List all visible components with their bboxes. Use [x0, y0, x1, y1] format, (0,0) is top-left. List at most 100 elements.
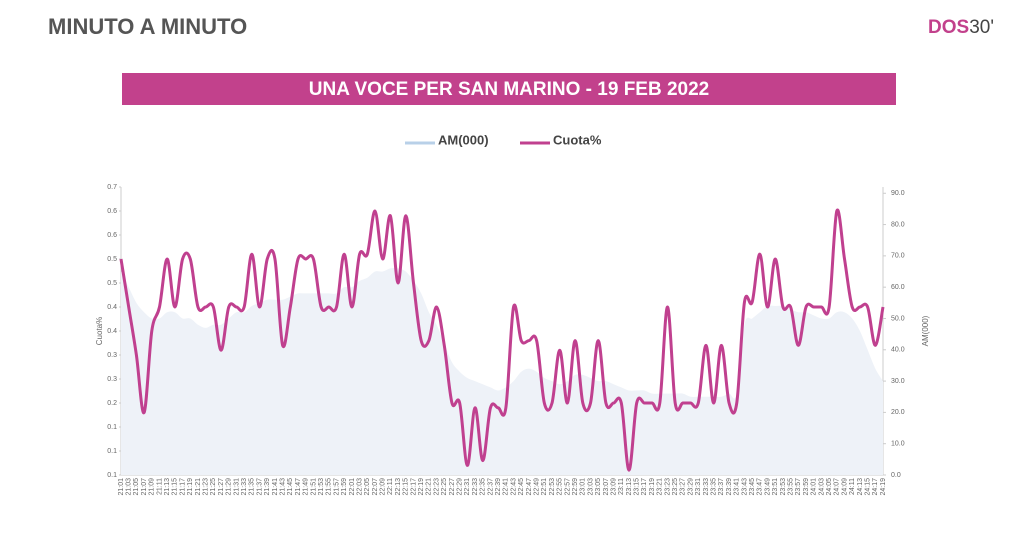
x-tick-label: 22:55 [557, 478, 564, 496]
x-tick-label: 21:01 [118, 478, 125, 496]
x-tick-label: 23:25 [672, 478, 679, 496]
x-tick-label: 22:31 [464, 478, 471, 496]
x-tick-label: 23:33 [703, 478, 710, 496]
y-tick-label: 0.5 [107, 256, 117, 263]
logo-part: 30' [969, 17, 994, 38]
x-tick-label: 21:43 [279, 478, 286, 496]
x-tick-label: 21:47 [295, 478, 302, 496]
x-tick-label: 23:27 [680, 478, 687, 496]
x-tick-label: 23:51 [772, 478, 779, 496]
y-tick-label: 0.7 [107, 184, 117, 191]
x-tick-label: 23:01 [580, 478, 587, 496]
y2-tick-label: 80.0 [891, 221, 905, 228]
y-tick-label: 0.5 [107, 280, 117, 287]
y-axis-title: Cuota% [95, 317, 104, 345]
line [119, 208, 885, 472]
x-tick-label: 23:55 [787, 478, 794, 496]
x-tick-label: 21:45 [287, 478, 294, 496]
y2-axis-title: AM(000) [921, 315, 930, 346]
x-tick-label: 22:13 [395, 478, 402, 496]
x-tick-label: 23:59 [803, 478, 810, 496]
x-tick-label: 23:07 [603, 478, 610, 496]
x-tick-label: 22:49 [533, 478, 540, 496]
banner [122, 73, 896, 105]
x-tick-label: 22:21 [426, 478, 433, 496]
x-tick-label: 23:03 [587, 478, 594, 496]
x-tick-label: 22:41 [503, 478, 510, 496]
x-tick-label: 22:09 [380, 478, 387, 496]
x-tick-label: 24:11 [849, 478, 856, 495]
x-tick-label: 22:53 [549, 478, 556, 496]
x-tick-label: 23:57 [795, 478, 802, 496]
x-tick-label: 21:31 [233, 478, 240, 496]
x-tick-label: 21:33 [241, 478, 248, 496]
x-tick-label: 24:15 [864, 478, 871, 496]
x-tick-label: 23:23 [664, 478, 671, 496]
x-tick-label: 21:35 [249, 478, 256, 496]
x-tick-label: 22:47 [526, 478, 533, 496]
x-tick-label: 21:51 [310, 478, 317, 496]
page-title: MINUTO A MINUTO [48, 14, 247, 39]
x-tick-label: 21:03 [126, 478, 133, 496]
x-tick-label: 21:07 [141, 478, 148, 496]
x-tick-label: 22:57 [564, 478, 571, 496]
x-tick-label: 23:05 [595, 478, 602, 496]
x-tick-label: 21:13 [164, 478, 171, 496]
x-tick-label: 23:49 [764, 478, 771, 496]
x-tick-label: 23:53 [780, 478, 787, 496]
y-tick-label: 0.1 [107, 448, 117, 455]
logo-part: DOS [928, 17, 969, 38]
y2-tick-label: 40.0 [891, 347, 905, 354]
legend-label: AM(000) [438, 132, 489, 147]
x-tick-label: 23:29 [687, 478, 694, 496]
logo: DOS30' [928, 17, 994, 38]
y-tick-label: 0.4 [107, 328, 117, 335]
x-tick-label: 22:23 [433, 478, 440, 496]
x-tick-label: 21:27 [218, 478, 225, 496]
legend-label: Cuota% [553, 132, 602, 147]
x-tick-label: 23:11 [618, 478, 625, 495]
x-tick-label: 22:51 [541, 478, 548, 496]
x-tick-label: 21:09 [149, 478, 156, 496]
x-tick-label: 24:03 [818, 478, 825, 496]
x-tick-label: 22:15 [403, 478, 410, 496]
x-tick-label: 24:07 [834, 478, 841, 496]
x-tick-label: 22:11 [387, 478, 394, 495]
area [121, 268, 883, 475]
x-tick-label: 23:31 [695, 478, 702, 496]
y2-tick-label: 20.0 [891, 409, 905, 416]
x-tick-label: 23:37 [718, 478, 725, 496]
x-tick-label: 21:21 [195, 478, 202, 496]
x-tick-label: 24:19 [880, 478, 887, 496]
x-tick-label: 22:07 [372, 478, 379, 496]
y-tick-label: 0.1 [107, 424, 117, 431]
x-tick-label: 24:05 [826, 478, 833, 496]
y2-tick-label: 30.0 [891, 378, 905, 385]
y2-tick-label: 70.0 [891, 253, 905, 260]
x-tick-label: 21:11 [156, 478, 163, 495]
x-tick-label: 21:25 [210, 478, 217, 496]
x-tick-label: 22:37 [487, 478, 494, 496]
x-tick-label: 22:29 [457, 478, 464, 496]
x-tick-label: 23:35 [711, 478, 718, 496]
x-tick-label: 22:59 [572, 478, 579, 496]
x-tick-label: 21:41 [272, 478, 279, 496]
y-tick-label: 0.1 [107, 472, 117, 479]
y2-tick-label: 60.0 [891, 284, 905, 291]
x-tick-label: 21:29 [226, 478, 233, 496]
x-tick-label: 23:45 [749, 478, 756, 496]
x-tick-label: 21:57 [333, 478, 340, 496]
x-tick-label: 21:15 [172, 478, 179, 496]
y2-tick-label: 10.0 [891, 441, 905, 448]
y-tick-label: 0.3 [107, 352, 117, 359]
x-tick-label: 24:13 [857, 478, 864, 496]
x-tick-label: 23:39 [726, 478, 733, 496]
x-tick-label: 22:45 [518, 478, 525, 496]
x-tick-label: 21:55 [326, 478, 333, 496]
x-tick-label: 21:59 [341, 478, 348, 496]
x-tick-label: 21:23 [203, 478, 210, 496]
x-tick-label: 23:47 [757, 478, 764, 496]
x-tick-label: 22:25 [441, 478, 448, 496]
x-tick-label: 22:27 [449, 478, 456, 496]
